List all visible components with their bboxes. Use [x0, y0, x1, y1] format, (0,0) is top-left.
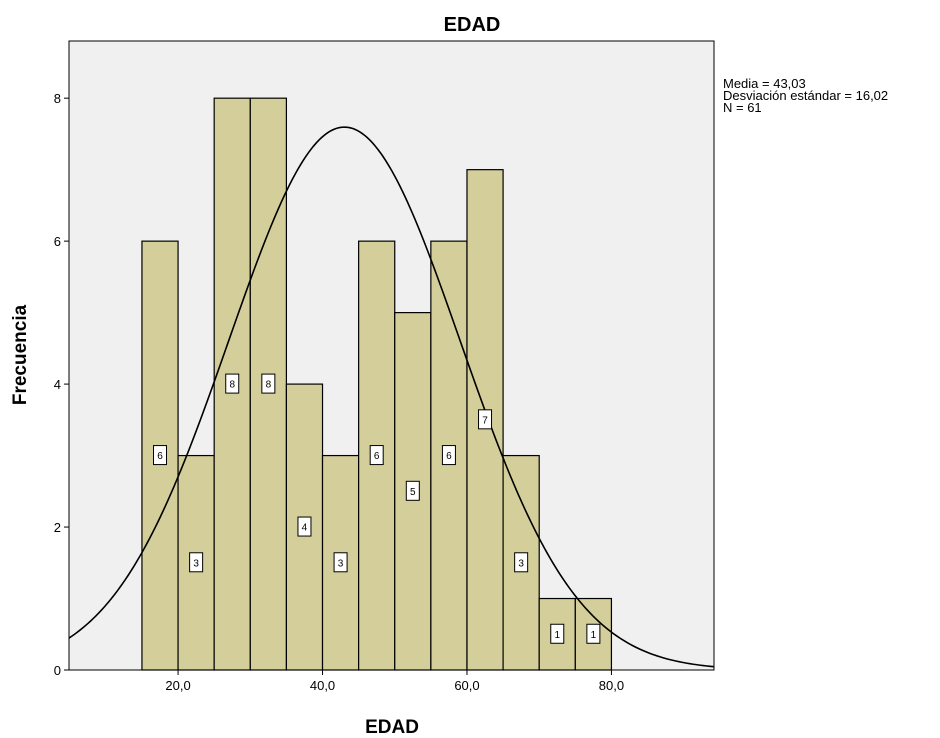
bar-value-label-box	[550, 623, 565, 644]
bar-value-label-box	[514, 552, 529, 573]
bar-value-label-text: 8	[229, 380, 235, 391]
stats-line: Media = 43,03	[723, 76, 806, 91]
stats-line: N = 61	[723, 100, 762, 115]
bar-value-label: 3	[189, 552, 204, 573]
bar-value-label: 6	[153, 445, 168, 466]
bar-value-label-box	[189, 552, 204, 573]
bar-value-label-text: 6	[374, 451, 380, 462]
bar-labels-group: 6 3 8 8 4 3 6 5 6 7 3 1 1	[153, 373, 601, 644]
bar-value-label: 1	[586, 623, 601, 644]
x-tick-label: 60,0	[454, 678, 479, 693]
bar-value-label-box	[405, 480, 420, 501]
bar-value-label: 8	[261, 373, 276, 394]
x-axis: 20,0 40,0 60,0 80,0	[165, 670, 624, 693]
bar-value-label-text: 3	[518, 558, 524, 569]
bar-value-label-box	[478, 409, 493, 430]
bar-value-label: 6	[441, 445, 456, 466]
bar-value-label-text: 6	[157, 451, 163, 462]
bar-value-label-box	[297, 516, 312, 537]
y-axis: 0 2 4 6 8	[54, 91, 69, 678]
bar-value-label-text: 6	[446, 451, 452, 462]
y-tick-label: 6	[54, 234, 61, 249]
bar-value-label-box	[441, 445, 456, 466]
x-tick-label: 40,0	[310, 678, 335, 693]
bar-value-label: 3	[514, 552, 529, 573]
y-tick-label: 8	[54, 91, 61, 106]
bar-value-label-box	[369, 445, 384, 466]
bar-value-label: 7	[478, 409, 493, 430]
bar-value-label-box	[261, 373, 276, 394]
bar-value-label: 6	[369, 445, 384, 466]
bar-value-label: 8	[225, 373, 240, 394]
normal-curve	[68, 126, 715, 668]
bar-value-label: 1	[550, 623, 565, 644]
bar-value-label-text: 3	[193, 558, 199, 569]
y-tick-label: 0	[54, 663, 61, 678]
normal-curve-group	[68, 126, 715, 668]
y-tick-label: 2	[54, 520, 61, 535]
bar-value-label-text: 4	[302, 523, 308, 534]
bar-value-label-box	[153, 445, 168, 466]
bar-value-label-text: 7	[482, 415, 488, 426]
bar-value-label-text: 1	[591, 630, 597, 641]
y-axis-title: Frecuencia	[10, 304, 31, 405]
x-tick-label: 20,0	[165, 678, 190, 693]
bar-value-label-box	[586, 623, 601, 644]
chart-title: EDAD	[444, 14, 501, 36]
bar-value-label: 4	[297, 516, 312, 537]
bar-value-label-text: 8	[266, 380, 272, 391]
bar-value-label-text: 5	[410, 487, 416, 498]
y-tick-label: 4	[54, 377, 61, 392]
bar-value-label-text: 3	[338, 558, 344, 569]
bar-value-label: 3	[333, 552, 348, 573]
x-tick-label: 80,0	[599, 678, 624, 693]
x-axis-title: EDAD	[365, 717, 419, 738]
bar-value-label-box	[333, 552, 348, 573]
histogram-bar	[358, 240, 396, 671]
bar-value-label: 5	[405, 480, 420, 501]
stats-line: Desviación estándar = 16,02	[723, 88, 888, 103]
bar-value-label-text: 1	[554, 630, 560, 641]
bar-value-label-box	[225, 373, 240, 394]
histogram-bar	[574, 597, 613, 671]
